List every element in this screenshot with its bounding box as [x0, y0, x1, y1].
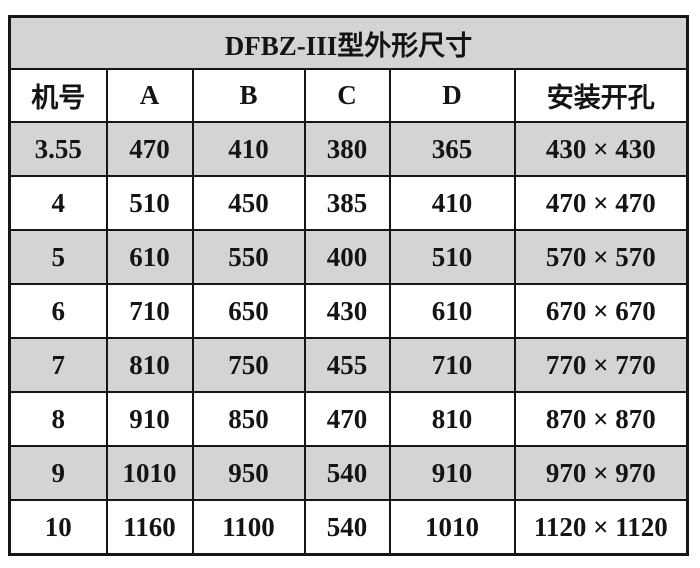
column-header-machine-no: 机号	[8, 68, 108, 123]
dimension-value-cell: 870 × 870	[513, 391, 689, 447]
dimension-value-cell: 910	[105, 391, 194, 447]
machine-number-cell: 4	[8, 175, 108, 231]
table-body: 3.55 470 410 380 365 430 × 430 4 510 450 385 410 47…	[8, 121, 689, 556]
table-row: 6 710 650 430 610 670 × 670	[8, 283, 689, 339]
column-header-d: D	[388, 68, 516, 123]
dimension-value-cell: 710	[388, 337, 516, 393]
machine-number-cell: 5	[8, 229, 108, 285]
machine-number-cell: 10	[8, 499, 108, 556]
dimension-value-cell: 380	[303, 121, 391, 177]
dimension-value-cell: 1120 × 1120	[513, 499, 689, 556]
dimension-value-cell: 550	[191, 229, 306, 285]
dimension-value-cell: 410	[191, 121, 306, 177]
dimension-value-cell: 770 × 770	[513, 337, 689, 393]
dimension-value-cell: 710	[105, 283, 194, 339]
dimension-value-cell: 400	[303, 229, 391, 285]
dimension-value-cell: 385	[303, 175, 391, 231]
table-row: 10 1160 1100 540 1010 1120 × 1120	[8, 499, 689, 556]
dimension-value-cell: 810	[105, 337, 194, 393]
dimension-value-cell: 510	[105, 175, 194, 231]
table-row: 5 610 550 400 510 570 × 570	[8, 229, 689, 285]
dimension-value-cell: 610	[388, 283, 516, 339]
dimension-value-cell: 510	[388, 229, 516, 285]
dimension-value-cell: 455	[303, 337, 391, 393]
machine-number-cell: 9	[8, 445, 108, 501]
column-header-a: A	[105, 68, 194, 123]
machine-number-cell: 6	[8, 283, 108, 339]
dimension-value-cell: 540	[303, 445, 391, 501]
dimension-value-cell: 610	[105, 229, 194, 285]
table-row: 7 810 750 455 710 770 × 770	[8, 337, 689, 393]
dimension-value-cell: 430	[303, 283, 391, 339]
table-row: 4 510 450 385 410 470 × 470	[8, 175, 689, 231]
machine-number-cell: 8	[8, 391, 108, 447]
column-header-b: B	[191, 68, 306, 123]
dimensions-spec-table: DFBZ-III型外形尺寸 机号 A B C D 安装开孔 3.55 470 410…	[8, 15, 690, 556]
dimension-value-cell: 650	[191, 283, 306, 339]
machine-number-cell: 7	[8, 337, 108, 393]
dimension-value-cell: 430 × 430	[513, 121, 689, 177]
column-header-c: C	[303, 68, 391, 123]
dimension-value-cell: 810	[388, 391, 516, 447]
dimension-value-cell: 1100	[191, 499, 306, 556]
dimension-value-cell: 470	[105, 121, 194, 177]
table-row: 9 1010 950 540 910 970 × 970	[8, 445, 689, 501]
dimension-value-cell: 570 × 570	[513, 229, 689, 285]
table-row: 3.55 470 410 380 365 430 × 430	[8, 121, 689, 177]
dimension-value-cell: 540	[303, 499, 391, 556]
dimension-value-cell: 910	[388, 445, 516, 501]
dimension-value-cell: 470	[303, 391, 391, 447]
column-header-mounting-opening: 安装开孔	[513, 68, 689, 123]
dimension-value-cell: 950	[191, 445, 306, 501]
dimension-value-cell: 750	[191, 337, 306, 393]
dimension-value-cell: 1010	[105, 445, 194, 501]
dimension-value-cell: 470 × 470	[513, 175, 689, 231]
table-header-row: 机号 A B C D 安装开孔	[8, 68, 689, 123]
dimension-value-cell: 670 × 670	[513, 283, 689, 339]
table-title-row: DFBZ-III型外形尺寸	[8, 15, 689, 70]
dimension-value-cell: 1010	[388, 499, 516, 556]
dimension-value-cell: 450	[191, 175, 306, 231]
dimension-value-cell: 1160	[105, 499, 194, 556]
dimension-value-cell: 850	[191, 391, 306, 447]
table-title: DFBZ-III型外形尺寸	[8, 15, 689, 70]
dimension-value-cell: 365	[388, 121, 516, 177]
dimension-value-cell: 410	[388, 175, 516, 231]
dimension-value-cell: 970 × 970	[513, 445, 689, 501]
table-row: 8 910 850 470 810 870 × 870	[8, 391, 689, 447]
machine-number-cell: 3.55	[8, 121, 108, 177]
